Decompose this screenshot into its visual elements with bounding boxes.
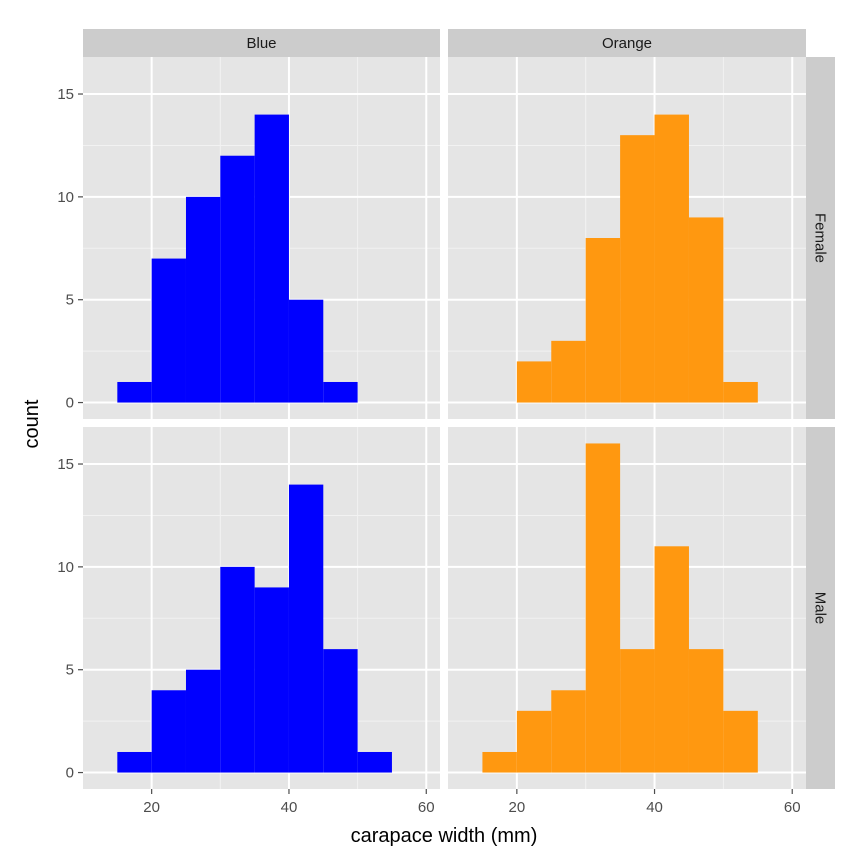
panel-blue-female: [83, 57, 440, 419]
histogram-bar: [288, 484, 324, 773]
y-tick-label: 5: [66, 292, 74, 309]
histogram-bar: [688, 217, 724, 403]
strip-blue: Blue: [83, 29, 440, 57]
strip-background: [806, 57, 835, 419]
histogram-bar: [254, 587, 289, 773]
strip-background: [448, 29, 806, 57]
y-tick-label: 10: [57, 559, 74, 576]
histogram-bar: [620, 649, 655, 773]
x-axis-title: carapace width (mm): [351, 825, 538, 847]
histogram-bar: [185, 669, 221, 773]
strip-female: Female: [806, 57, 835, 419]
histogram-bar: [151, 258, 186, 403]
strip-label: Orange: [602, 35, 652, 52]
histogram-bar: [220, 155, 255, 403]
strip-label: Male: [812, 592, 829, 625]
strip-orange: Orange: [448, 29, 806, 57]
x-tick-label: 40: [646, 799, 663, 816]
histogram-bar: [117, 381, 152, 403]
y-axis-title: count: [21, 399, 43, 448]
y-tick-label: 15: [57, 86, 74, 103]
x-tick-label: 20: [143, 799, 160, 816]
axes-layer: 0 5 10 15 0 5 10 15 20 40 60 20 40 60: [57, 86, 800, 816]
histogram-bar: [654, 546, 689, 773]
histogram-bar: [620, 135, 655, 403]
y-tick-label: 10: [57, 189, 74, 206]
y-tick-label: 15: [57, 456, 74, 473]
histogram-bar: [117, 751, 152, 773]
y-tick-label: 0: [66, 765, 74, 782]
x-tick-label: 60: [418, 799, 435, 816]
y-tick-label: 5: [66, 662, 74, 679]
histogram-bar: [585, 238, 621, 403]
x-tick-label: 20: [509, 799, 526, 816]
strip-background: [83, 29, 440, 57]
panels-layer: [83, 57, 806, 789]
histogram-bar: [323, 649, 358, 773]
y-tick-label: 0: [66, 395, 74, 412]
histogram-bar: [551, 340, 586, 403]
histogram-bar: [357, 751, 392, 773]
panel-orange-male: [448, 427, 806, 789]
histogram-bar: [323, 381, 358, 403]
histogram-bar: [254, 114, 289, 403]
strip-background: [806, 427, 835, 789]
strip-male: Male: [806, 427, 835, 789]
histogram-bar: [516, 710, 552, 773]
histogram-bar: [654, 114, 689, 403]
histogram-bar: [723, 381, 758, 403]
strip-label: Blue: [246, 35, 276, 52]
panel-orange-female: [448, 57, 806, 419]
histogram-bar: [723, 710, 758, 773]
histogram-bar: [151, 690, 186, 773]
histogram-bar: [220, 566, 255, 773]
panel-blue-male: [83, 427, 440, 789]
histogram-bar: [288, 299, 324, 403]
histogram-bar: [688, 649, 724, 773]
histogram-bar: [516, 361, 552, 403]
x-tick-label: 60: [784, 799, 801, 816]
histogram-bar: [482, 751, 517, 773]
x-tick-label: 40: [281, 799, 298, 816]
histogram-bar: [185, 196, 221, 403]
histogram-bar: [551, 690, 586, 773]
strips-layer: Blue Orange Female Male: [83, 29, 835, 789]
strip-label: Female: [812, 213, 829, 263]
histogram-bar: [585, 443, 621, 773]
